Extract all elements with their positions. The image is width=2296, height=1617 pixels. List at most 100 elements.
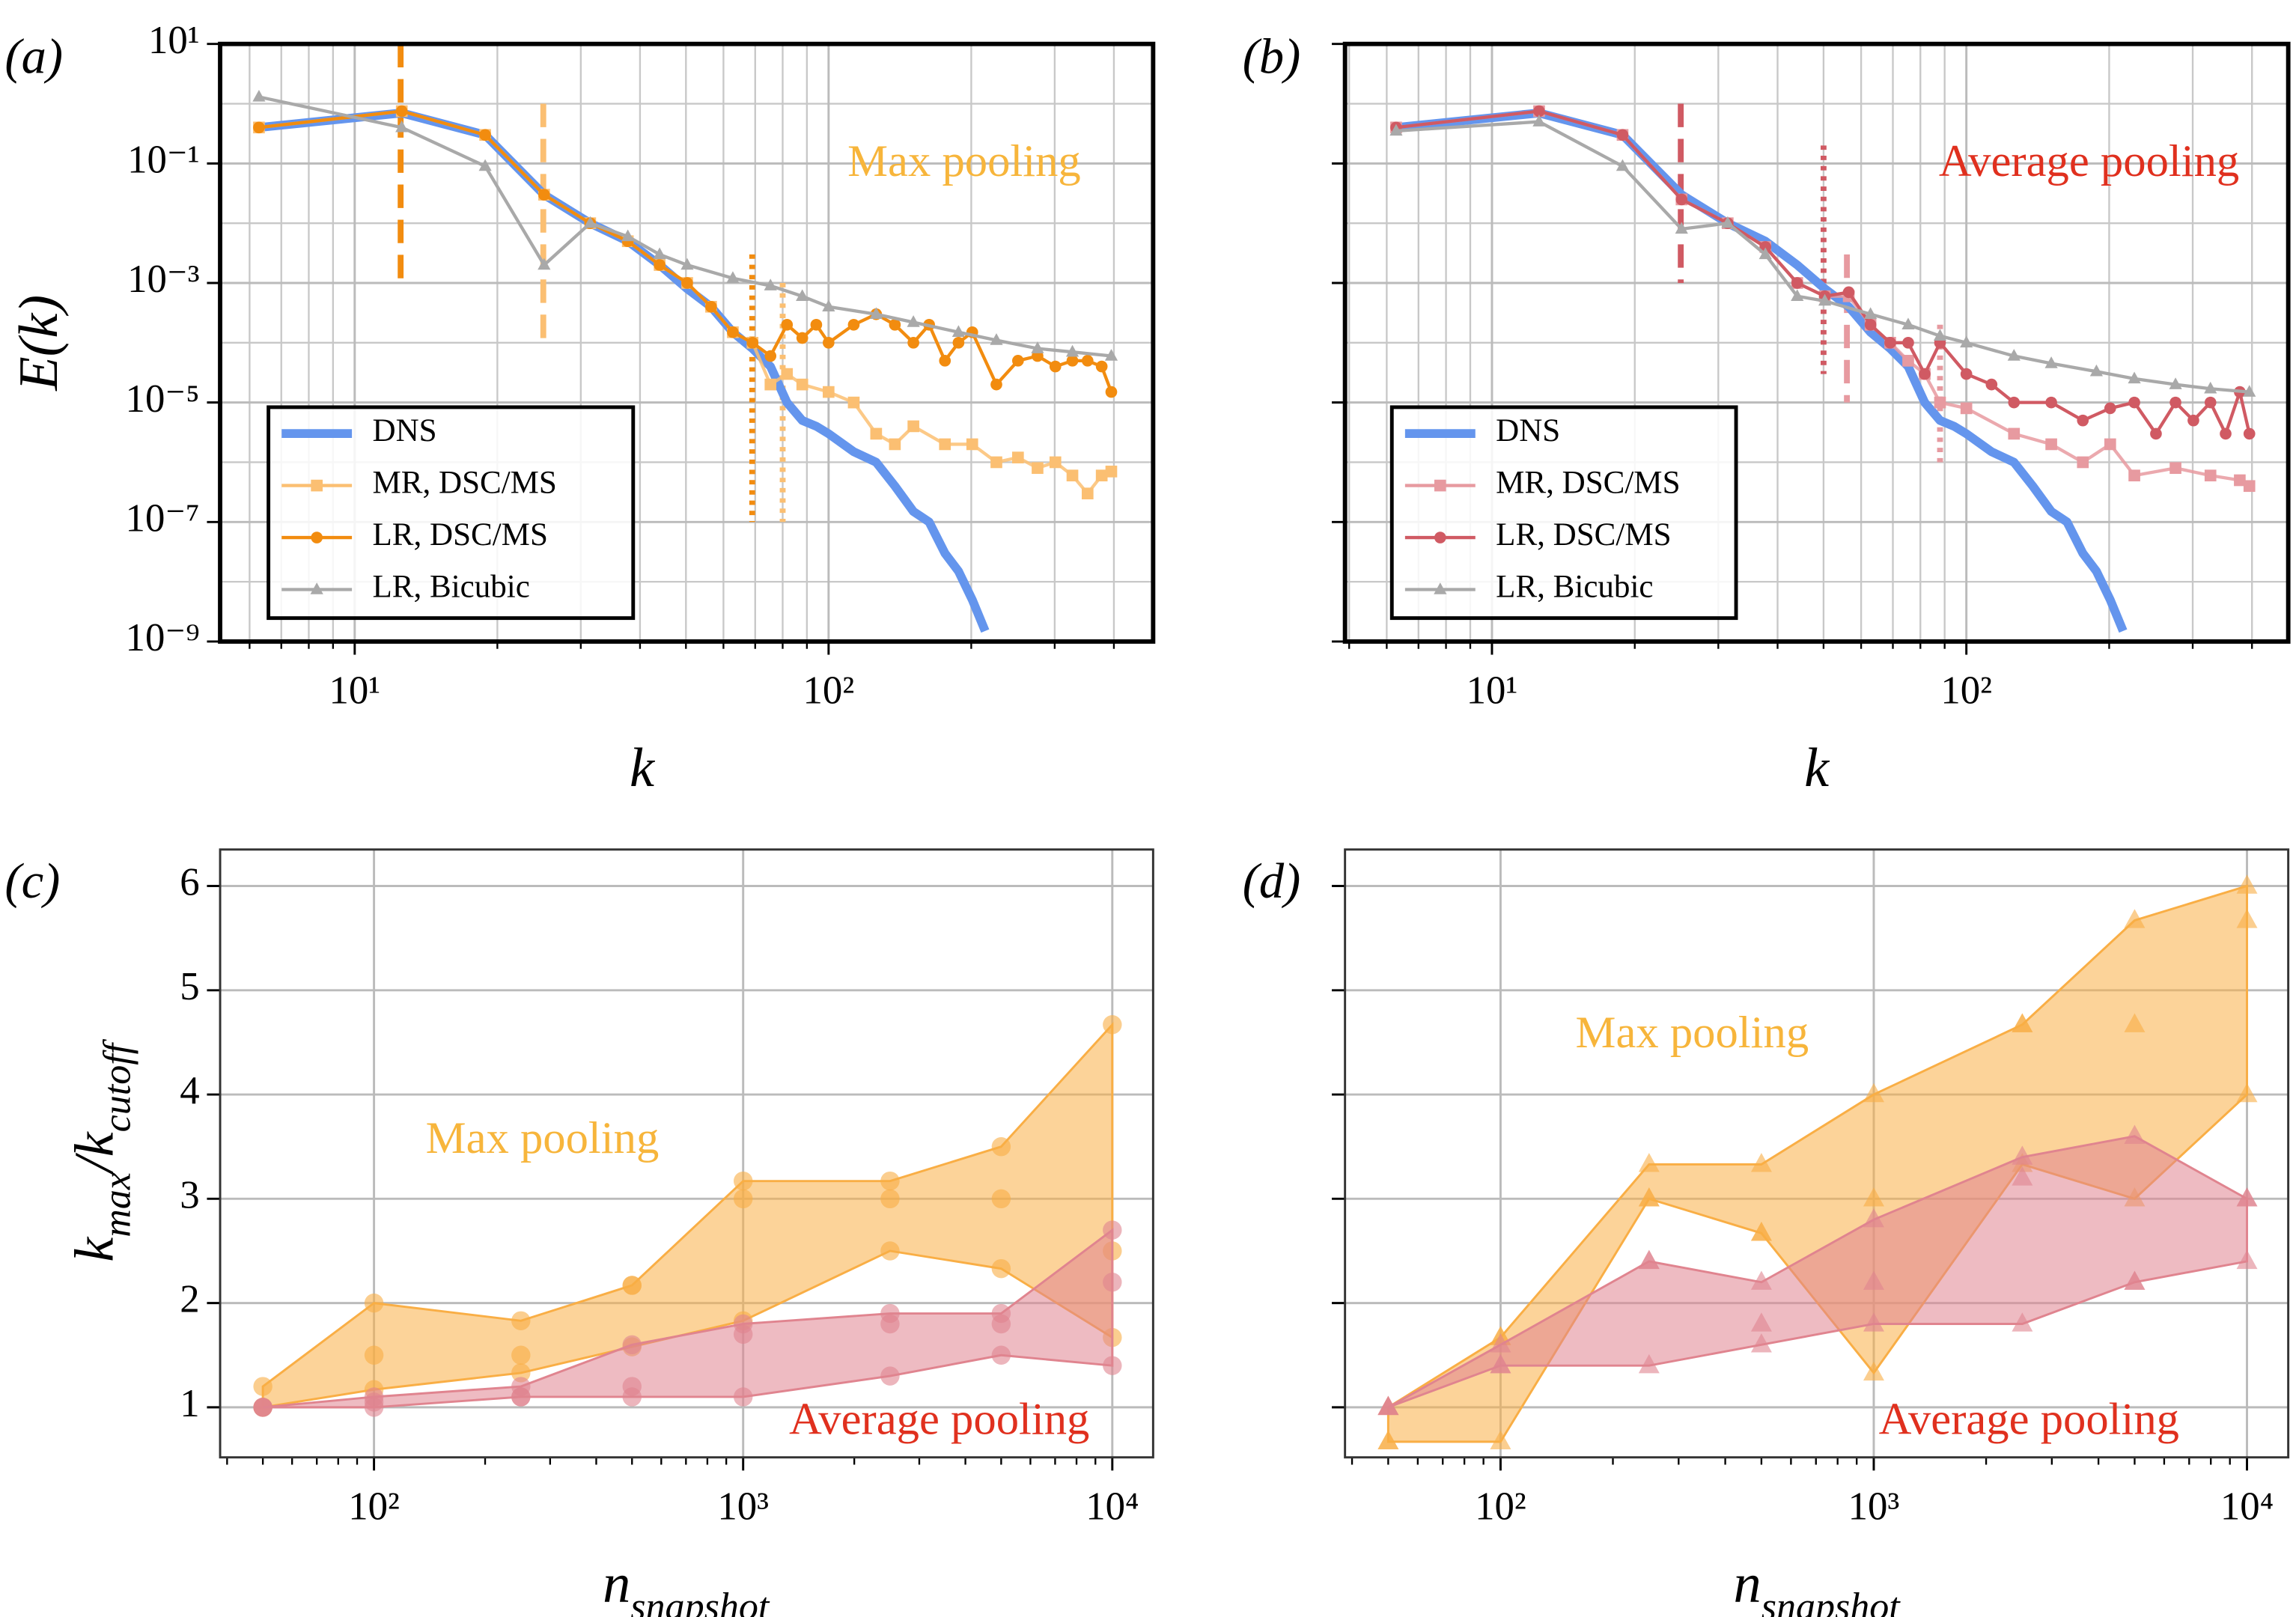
marker <box>796 332 809 344</box>
marker <box>746 337 759 349</box>
axis-label-part: snapshot <box>1761 1586 1901 1617</box>
marker <box>889 438 901 451</box>
marker <box>395 120 409 133</box>
marker <box>907 337 919 349</box>
marker <box>781 318 794 331</box>
axis-label: E(k) <box>8 295 70 392</box>
legend-bg <box>268 406 633 618</box>
marker <box>2236 909 2258 928</box>
marker <box>1758 247 1772 260</box>
marker <box>1638 1153 1660 1172</box>
x-tick-label: 10² <box>1940 669 1992 713</box>
plot-area <box>1389 103 2256 633</box>
marker <box>2045 438 2057 451</box>
marker <box>395 105 408 118</box>
marker <box>310 582 323 594</box>
marker <box>1081 355 1094 367</box>
marker <box>1103 1356 1122 1375</box>
marker <box>907 315 920 327</box>
marker <box>621 229 635 242</box>
marker <box>1759 241 1772 253</box>
marker <box>1066 469 1079 482</box>
marker <box>2012 1145 2033 1165</box>
marker <box>880 1189 900 1209</box>
marker <box>990 333 1003 345</box>
marker <box>1864 307 1878 320</box>
marker <box>823 337 835 349</box>
plot-frame <box>219 848 1154 1459</box>
marker <box>1103 1273 1122 1292</box>
x-tick-label: 10² <box>1475 1484 1526 1528</box>
marker <box>991 1345 1011 1365</box>
marker <box>880 1171 900 1191</box>
marker <box>733 1189 753 1209</box>
marker <box>1490 1333 1511 1353</box>
marker <box>1434 479 1446 492</box>
marker <box>1638 1353 1660 1374</box>
marker <box>1934 396 1946 409</box>
marker <box>1750 1333 1772 1353</box>
marker <box>796 289 809 301</box>
marker <box>733 1324 753 1345</box>
marker <box>1863 1208 1884 1228</box>
marker <box>2169 462 2181 475</box>
marker <box>311 532 323 543</box>
plot-area <box>253 1015 1122 1417</box>
marker <box>2128 469 2140 482</box>
x-tick-label: 10⁴ <box>2220 1484 2274 1528</box>
marker <box>311 479 323 492</box>
marker <box>364 1345 384 1365</box>
marker <box>1616 159 1630 171</box>
marker <box>1985 378 1998 391</box>
marker <box>2012 1312 2033 1332</box>
legend-label: DNS <box>373 413 437 448</box>
marker <box>952 337 965 349</box>
marker <box>1095 360 1108 373</box>
marker <box>1065 344 1080 357</box>
marker <box>1863 1312 1884 1332</box>
marker <box>870 427 883 440</box>
legend-label: MR, DSC/MS <box>373 465 557 500</box>
marker <box>2236 1082 2258 1103</box>
marker <box>1863 1361 1884 1381</box>
marker <box>252 90 266 102</box>
marker <box>1032 462 1044 475</box>
marker <box>511 1387 531 1407</box>
marker <box>1095 469 1108 482</box>
y-tick-label: 10¹ <box>148 19 200 62</box>
marker <box>511 1311 531 1331</box>
marker <box>1750 1222 1772 1241</box>
marker <box>1012 451 1024 463</box>
y-tick-label: 3 <box>180 1173 199 1216</box>
y-tick-label: 10⁻⁷ <box>126 496 200 540</box>
marker <box>511 1345 531 1365</box>
legend-label: LR, Bicubic <box>1496 569 1653 604</box>
axis-label-part: cutoff <box>97 1038 139 1132</box>
marker <box>622 1387 642 1407</box>
y-tick-label: 10⁻¹ <box>127 138 200 181</box>
marker <box>2204 381 2217 394</box>
plot-area <box>252 43 1118 633</box>
marker <box>538 189 550 201</box>
marker <box>2204 469 2217 482</box>
marker <box>726 271 740 283</box>
marker <box>654 259 666 271</box>
marker <box>1490 1430 1511 1450</box>
x-tick-label: 10⁴ <box>1085 1484 1139 1528</box>
marker <box>1960 335 1973 348</box>
marker <box>822 299 835 312</box>
marker <box>2128 396 2140 409</box>
marker <box>869 307 883 320</box>
marker <box>1434 532 1446 543</box>
marker <box>880 1366 900 1386</box>
marker <box>2012 1013 2033 1032</box>
marker <box>1490 1353 1511 1374</box>
marker <box>1031 341 1044 353</box>
annotation: Average pooling <box>1879 1395 2179 1445</box>
marker <box>966 438 978 451</box>
axis-label-part: E(k) <box>8 295 70 392</box>
marker <box>991 1136 1011 1157</box>
marker <box>1863 1270 1884 1290</box>
marker <box>1750 1270 1772 1290</box>
